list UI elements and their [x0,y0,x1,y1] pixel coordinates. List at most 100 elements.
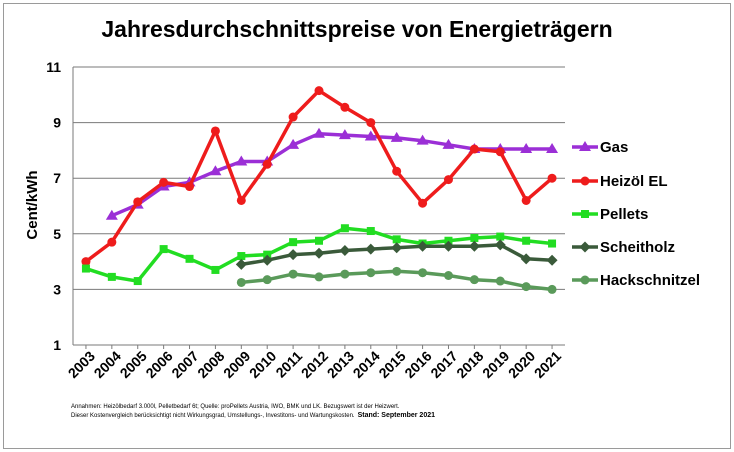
data-point [520,253,532,265]
x-tick-label: 2021 [531,348,564,381]
data-point [159,245,168,254]
data-point [288,112,298,122]
data-point [520,143,533,154]
data-point [338,129,351,140]
legend-label: Scheitholz [600,239,675,256]
data-point [340,102,350,112]
series-0 [105,127,559,220]
data-point [548,239,557,248]
data-point [340,224,349,233]
legend-marker [581,210,589,218]
data-point [366,227,375,236]
data-point [262,159,272,169]
chart-title: Jahresdurchschnittspreise von Energieträ… [101,16,612,42]
x-tick-label: 2011 [272,348,305,381]
footnote-stand: Stand: September 2021 [358,412,436,419]
footnote-line-1: Annahmen: Heizölbedarf 3.000l, Pelletbed… [71,404,400,410]
x-tick-label: 2020 [505,348,538,381]
data-point [313,127,325,138]
data-point [235,155,248,166]
data-point [522,236,531,245]
x-tick-label: 2012 [298,348,331,381]
legend-marker [580,275,590,285]
footnote-line-2-text: Dieser Kostenvergleich berücksichtigt ni… [71,413,355,419]
data-point [469,275,479,285]
data-point [496,232,505,241]
legend-item: Heizöl EL [572,173,668,190]
data-point [391,242,403,254]
y-tick-label: 5 [53,226,61,242]
data-point [547,173,557,183]
data-point [521,195,531,205]
data-point [236,277,246,287]
x-tick-label: 2015 [375,348,408,381]
data-point [468,240,480,252]
data-point [81,257,91,267]
data-point [392,235,401,244]
data-point [210,126,220,136]
legend-label: Gas [600,139,628,156]
x-tick-label: 2017 [427,348,460,381]
legend-marker [580,176,590,186]
data-point [315,236,323,245]
data-point [392,266,402,276]
data-point [236,195,246,205]
data-point [546,143,559,154]
data-point [237,252,246,261]
data-point [546,254,558,266]
data-point [443,175,453,185]
x-tick-label: 2016 [401,348,434,381]
data-point [444,236,453,245]
data-point [288,269,298,279]
data-point [261,254,273,266]
data-point [287,249,299,261]
data-point [211,265,220,274]
legend-item: Pellets [572,206,648,223]
data-point [107,237,117,247]
x-tick-label: 2010 [246,348,279,381]
footnote-line-2: Dieser Kostenvergleich berücksichtigt ni… [71,412,435,419]
data-point [366,268,376,278]
data-point [209,165,222,176]
data-point [313,247,325,259]
data-point [366,118,376,128]
legend-label: Heizöl EL [600,173,668,190]
data-point [262,275,272,285]
data-point [107,272,116,281]
data-point [185,254,194,263]
x-tick-label: 2004 [91,348,124,381]
x-tick-label: 2007 [168,348,201,381]
data-point [133,197,143,207]
data-point [235,258,247,270]
series-2 [81,224,557,286]
legend-label: Pellets [600,206,648,223]
data-point [392,166,402,176]
x-tick-label: 2008 [194,348,227,381]
chart-frame [3,3,731,449]
data-point [469,144,479,154]
data-point [495,147,505,157]
legend-marker [579,241,591,253]
y-tick-label: 11 [46,59,61,75]
data-point [263,250,272,259]
data-point [105,209,118,220]
legend-item: Gas [572,139,628,156]
data-point [470,233,479,242]
legend-item: Hackschnitzel [572,272,700,289]
x-ticks: 2003200420052006200720082009201020112012… [65,345,564,381]
series-3 [235,239,558,270]
data-point [521,282,531,292]
grid [72,66,565,346]
data-point [159,177,169,187]
y-axis-label: Cent/kWh [24,170,41,239]
y-ticks: 1 3 5 7 9 11 [46,59,61,353]
data-point [417,240,429,252]
legend: Gas Heizöl EL Pellets Scheitholz Hackschnitz… [572,139,700,289]
data-point [81,264,90,273]
data-point [314,86,324,96]
data-point [364,130,377,141]
data-point [133,277,142,286]
x-tick-label: 2003 [65,348,98,381]
x-tick-label: 2018 [453,348,486,381]
